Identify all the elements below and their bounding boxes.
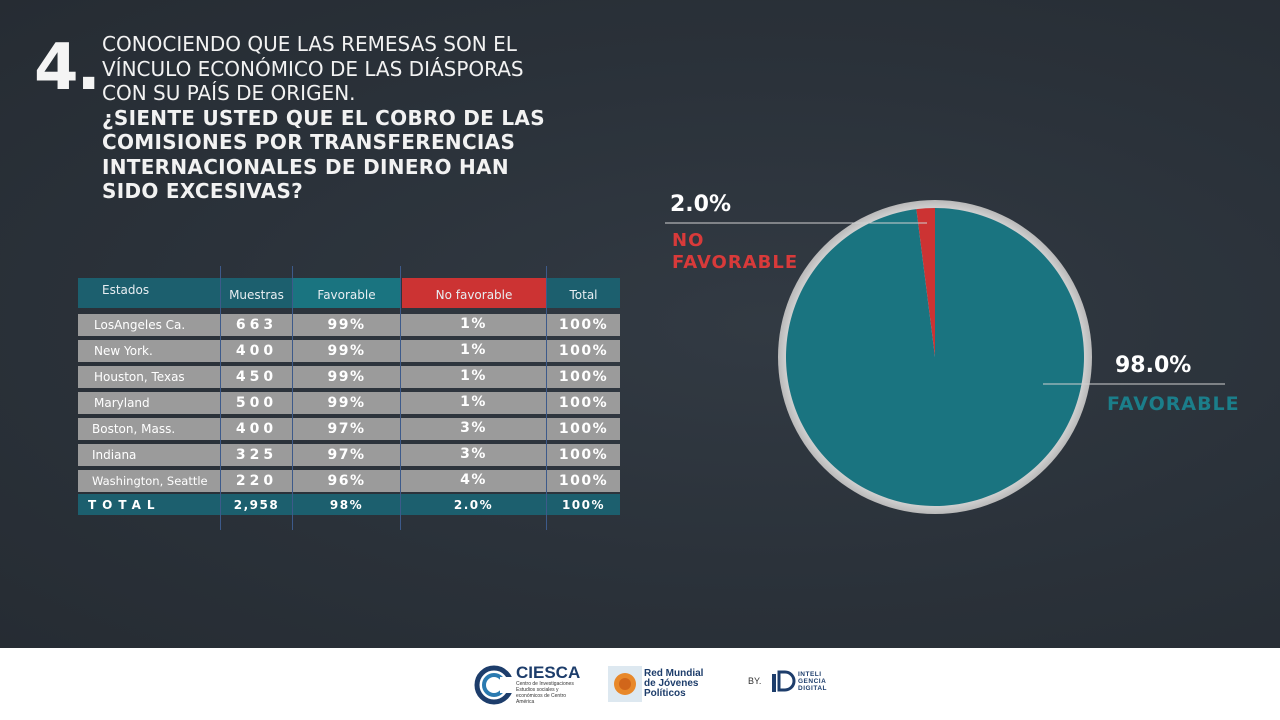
- question-intro: CONOCIENDO QUE LAS REMESAS SON EL VÍNCUL…: [102, 32, 524, 105]
- cell-favorable: 99%: [293, 392, 400, 414]
- cell-state: Washington, Seattle: [78, 470, 220, 492]
- globe-icon: [608, 666, 642, 702]
- question-text: CONOCIENDO QUE LAS REMESAS SON EL VÍNCUL…: [102, 32, 572, 204]
- inteligencia-digital-logo: INTELI GENCIA DIGITAL: [770, 668, 834, 694]
- total-samples: 2,958: [221, 494, 292, 515]
- cell-samples: 450: [221, 366, 292, 388]
- cell-total: 100%: [547, 366, 620, 388]
- by-label: BY.: [748, 676, 762, 686]
- table-row: LosAngeles Ca. 663 99% 1% 100%: [78, 314, 620, 336]
- ciesca-name: CIESCA: [516, 663, 581, 682]
- cell-state: LosAngeles Ca.: [78, 314, 220, 336]
- cell-favorable: 97%: [293, 444, 400, 466]
- cell-unfavorable: 1%: [401, 340, 546, 362]
- total-total: 100%: [547, 494, 620, 515]
- cell-favorable: 99%: [293, 340, 400, 362]
- cell-unfavorable: 1%: [401, 366, 546, 388]
- cell-samples: 325: [221, 444, 292, 466]
- cell-unfavorable: 1%: [401, 314, 546, 336]
- ciesca-icon: [474, 665, 514, 704]
- cell-unfavorable: 4%: [401, 470, 546, 492]
- pie-slice-favorable: [785, 208, 1084, 506]
- ciesca-subtitle: Centro de Investigaciones Estudios socia…: [516, 681, 574, 705]
- total-label: TOTAL: [78, 494, 220, 515]
- cell-favorable: 97%: [293, 418, 400, 440]
- table-row: New York. 400 99% 1% 100%: [78, 340, 620, 362]
- column-divider: [546, 266, 547, 530]
- header-estados: Estados: [78, 278, 220, 308]
- red-mundial-name: Red Mundial de Jóvenes Políticos: [644, 668, 704, 699]
- red-mundial-logo: Red Mundial de Jóvenes Políticos: [608, 664, 704, 704]
- pie-slice-no-favorable: [916, 208, 935, 357]
- cell-unfavorable: 3%: [401, 444, 546, 466]
- cell-state: Indiana: [78, 444, 220, 466]
- inteligencia-digital-name: INTELI GENCIA DIGITAL: [798, 670, 828, 692]
- pie-svg: [665, 200, 1225, 514]
- question-number: 4.: [34, 31, 101, 105]
- table-row: Maryland 500 99% 1% 100%: [78, 392, 620, 414]
- question-ask: ¿SIENTE USTED QUE EL COBRO DE LAS COMISI…: [102, 105, 545, 204]
- column-divider: [220, 266, 221, 530]
- cell-total: 100%: [547, 470, 620, 492]
- id-icon: [772, 670, 796, 692]
- cell-unfavorable: 3%: [401, 418, 546, 440]
- cell-unfavorable: 1%: [401, 392, 546, 414]
- cell-favorable: 99%: [293, 366, 400, 388]
- cell-total: 100%: [547, 314, 620, 336]
- cell-total: 100%: [547, 444, 620, 466]
- cell-state: New York.: [78, 340, 220, 362]
- results-table: Estados Muestras Favorable No favorable …: [78, 266, 622, 530]
- favorable-value-label: 98.0%: [1115, 353, 1192, 378]
- table-total-row: TOTAL 2,958 98% 2.0% 100%: [78, 494, 620, 515]
- total-unfavorable: 2.0%: [401, 494, 546, 515]
- cell-samples: 400: [221, 418, 292, 440]
- cell-state: Maryland: [78, 392, 220, 414]
- cell-favorable: 99%: [293, 314, 400, 336]
- unfavorable-value-label: 2.0%: [670, 192, 732, 217]
- header-total: Total: [547, 278, 620, 308]
- cell-total: 100%: [547, 340, 620, 362]
- pie-chart: 2.0% NO FAVORABLE 98.0% FAVORABLE: [640, 170, 1260, 550]
- header-muestras: Muestras: [221, 278, 292, 308]
- footer: CIESCA Centro de Investigaciones Estudio…: [0, 648, 1280, 720]
- header-no-favorable: No favorable: [402, 278, 546, 308]
- table-row: Washington, Seattle 220 96% 4% 100%: [78, 470, 620, 492]
- cell-total: 100%: [547, 418, 620, 440]
- cell-samples: 500: [221, 392, 292, 414]
- cell-state: Houston, Texas: [78, 366, 220, 388]
- total-favorable: 98%: [293, 494, 400, 515]
- table-row: Boston, Mass. 400 97% 3% 100%: [78, 418, 620, 440]
- cell-state: Boston, Mass.: [78, 418, 220, 440]
- column-divider: [292, 266, 293, 530]
- favorable-category-label: FAVORABLE: [1107, 393, 1240, 415]
- column-divider: [400, 266, 401, 530]
- table-row: Indiana 325 97% 3% 100%: [78, 444, 620, 466]
- cell-total: 100%: [547, 392, 620, 414]
- ciesca-logo: CIESCA Centro de Investigaciones Estudio…: [474, 664, 580, 705]
- cell-samples: 220: [221, 470, 292, 492]
- slide: 4. CONOCIENDO QUE LAS REMESAS SON EL VÍN…: [0, 0, 1280, 648]
- table-row: Houston, Texas 450 99% 1% 100%: [78, 366, 620, 388]
- cell-favorable: 96%: [293, 470, 400, 492]
- cell-samples: 400: [221, 340, 292, 362]
- header-favorable: Favorable: [293, 278, 400, 308]
- unfavorable-category-label: NO FAVORABLE: [672, 230, 799, 273]
- cell-samples: 663: [221, 314, 292, 336]
- table-header: Estados Muestras Favorable No favorable …: [78, 278, 620, 308]
